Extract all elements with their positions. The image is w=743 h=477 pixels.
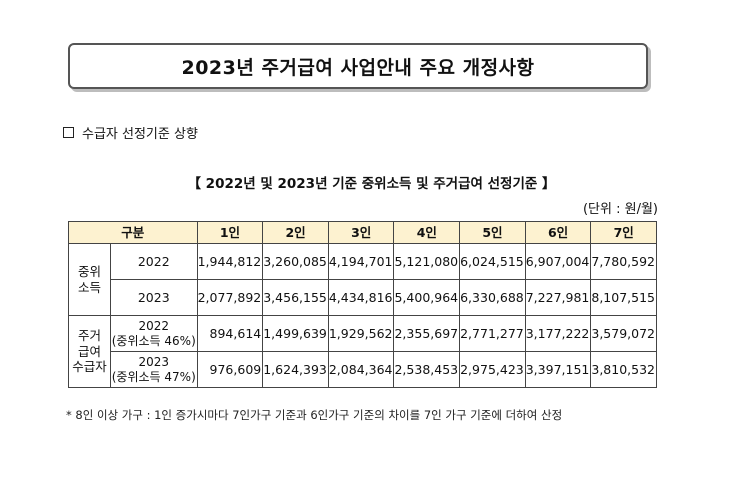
value-cell: 2,355,697 (393, 315, 461, 352)
value-cell: 1,499,639 (262, 315, 329, 352)
group-label-line: 수급자 (72, 359, 107, 375)
year-note: (중위소득 47%) (111, 369, 196, 384)
value-cell: 2,771,277 (459, 315, 526, 352)
value-cell: 2,077,892 (196, 279, 264, 316)
value-cell: 3,397,151 (524, 351, 592, 388)
value-cell: 4,194,701 (327, 243, 395, 280)
value-cell: 4,434,816 (327, 279, 395, 316)
value-cell: 894,614 (196, 315, 264, 352)
value-cell: 5,400,964 (393, 279, 461, 316)
value-cell: 1,944,812 (196, 243, 264, 280)
unit-label: (단위 : 원/월) (582, 202, 658, 217)
section-label: 수급자 선정기준 상향 (82, 127, 198, 142)
year-cell: 2022 (109, 243, 198, 280)
group-label-housing-benefit: 주거 급여 수급자 (68, 315, 111, 388)
table-row: 2023 2,077,892 3,456,155 4,434,816 5,400… (69, 279, 657, 316)
header-cell: 6인 (524, 221, 592, 244)
header-cell: 7인 (590, 221, 657, 244)
value-cell: 3,810,532 (590, 351, 657, 388)
header-cell: 2인 (262, 221, 329, 244)
table-row: 주거 급여 수급자 2022 (중위소득 46%) 894,614 1,499,… (68, 315, 657, 388)
value-cell: 8,107,515 (590, 279, 657, 316)
group-label-line: 소득 (77, 279, 101, 295)
value-cell: 1,624,393 (262, 351, 329, 388)
section-heading: 수급자 선정기준 상향 (63, 123, 198, 142)
group-label-line: 중위 (77, 263, 101, 279)
group-label-line: 급여 (77, 343, 101, 359)
value-cell: 976,609 (196, 351, 264, 388)
table-title: 【 2022년 및 2023년 기준 중위소득 및 주거급여 선정기준 】 (187, 176, 556, 192)
year-cell: 2023 (109, 279, 198, 316)
value-cell: 6,907,004 (524, 243, 592, 280)
title-box: 2023년 주거급여 사업안내 주요 개정사항 (68, 43, 648, 89)
header-cell-category: 구분 (68, 221, 198, 244)
value-cell: 2,975,423 (459, 351, 526, 388)
table-row: 중위 소득 2022 1,944,812 3,260,085 4,194,701… (68, 243, 657, 316)
page-title: 2023년 주거급여 사업안내 주요 개정사항 (181, 56, 535, 79)
year-note: (중위소득 46%) (111, 333, 196, 348)
header-cell: 1인 (196, 221, 264, 244)
group-label-median-income: 중위 소득 (68, 243, 111, 316)
value-cell: 3,260,085 (262, 243, 329, 280)
year-cell: 2023 (중위소득 47%) (109, 351, 198, 388)
header-cell: 5인 (459, 221, 526, 244)
header-row: 구분 1인 2인 3인 4인 5인 6인 7인 (68, 221, 657, 244)
value-cell: 3,177,222 (524, 315, 592, 352)
value-cell: 7,227,981 (524, 279, 592, 316)
value-cell: 6,024,515 (459, 243, 526, 280)
table-row: 2023 (중위소득 47%) 976,609 1,624,393 2,084,… (69, 351, 657, 388)
value-cell: 2,538,453 (393, 351, 461, 388)
header-cell: 4인 (393, 221, 461, 244)
header-cell: 3인 (327, 221, 395, 244)
year-cell: 2022 (중위소득 46%) (109, 315, 198, 352)
value-cell: 6,330,688 (459, 279, 526, 316)
value-cell: 7,780,592 (590, 243, 657, 280)
year-label: 2023 (138, 354, 170, 369)
value-cell: 3,579,072 (590, 315, 657, 352)
value-cell: 3,456,155 (262, 279, 329, 316)
value-cell: 1,929,562 (327, 315, 395, 352)
value-cell: 5,121,080 (393, 243, 461, 280)
group-label-line: 주거 (77, 328, 101, 344)
value-cell: 2,084,364 (327, 351, 395, 388)
checkbox-icon (63, 127, 74, 138)
criteria-table: 구분 1인 2인 3인 4인 5인 6인 7인 중위 소득 2022 1,944… (68, 221, 657, 388)
footnote: * 8인 이상 가구 : 1인 증가시마다 7인가구 기준과 6인가구 기준의 … (66, 408, 563, 422)
year-label: 2022 (138, 318, 170, 333)
